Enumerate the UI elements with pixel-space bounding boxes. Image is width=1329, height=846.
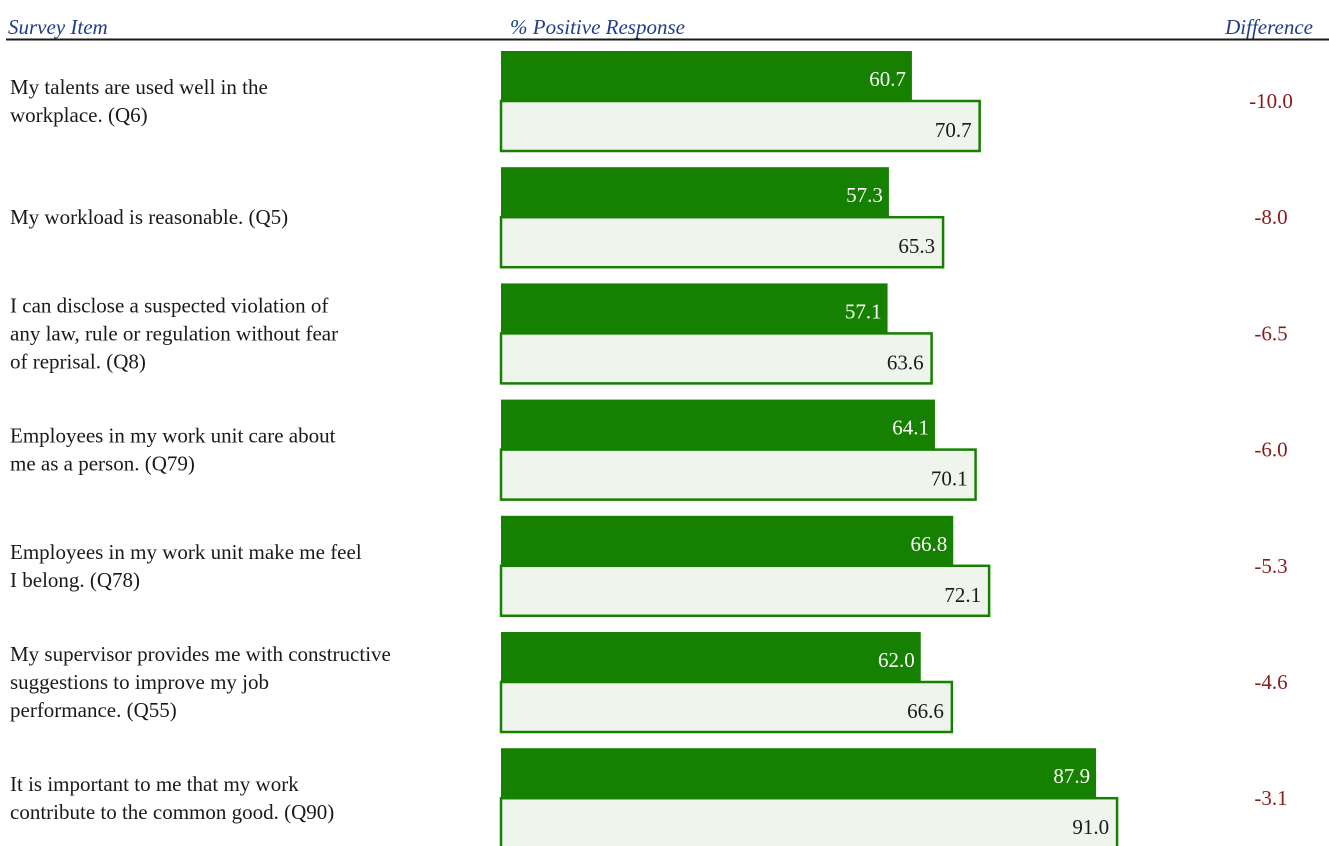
survey-item-label-line: contribute to the common good. (Q90) [10,800,334,824]
bar-comparison [499,796,1119,846]
bar-comparison-value-label: 72.1 [944,583,981,607]
survey-item-label: My supervisor provides me with construct… [10,642,391,722]
bar-comparison-value-label: 63.6 [887,350,924,374]
survey-item-label-line: My workload is reasonable. (Q5) [10,205,288,229]
survey-item-label-line: I belong. (Q78) [10,568,140,592]
bar-primary-value-label: 62.0 [878,648,915,672]
survey-item-label-line: me as a person. (Q79) [10,452,195,476]
bar-primary-value-label: 57.3 [846,183,883,207]
bar-comparison [499,215,945,269]
bar-primary-value-label: 66.8 [910,532,947,556]
survey-item-label-line: I can disclose a suspected violation of [10,293,328,317]
bar-comparison [499,99,981,153]
bar-comparison [499,448,977,501]
survey-item-label: My talents are used well in the workplace… [10,75,268,127]
survey-item-label: It is important to me that my work contri… [10,772,334,824]
survey-item-label-line: workplace. (Q6) [10,103,148,127]
survey-item-label-line: It is important to me that my work [10,772,299,796]
difference-value: -6.0 [1254,438,1287,462]
bar-primary [501,283,888,334]
bar-primary [501,399,935,450]
bar-comparison-value-label: 70.1 [931,467,968,491]
survey-item-label-line: Employees in my work unit care about [10,424,336,448]
difference-value: -8.0 [1254,205,1287,229]
bar-comparison [499,332,933,385]
survey-item-label-line: My talents are used well in the [10,75,268,99]
bar-primary-value-label: 57.1 [845,299,882,323]
bar-primary [501,167,889,218]
survey-item-label: My workload is reasonable. (Q5) [10,205,288,229]
bar-comparison [499,680,954,734]
header-survey-item: Survey Item [8,15,108,39]
bar-comparison-value-label: 65.3 [898,234,935,258]
survey-item-label-line: any law, rule or regulation without fear [10,321,338,345]
survey-item-label-line: performance. (Q55) [10,698,177,722]
bar-comparison-value-label: 66.6 [907,699,944,723]
survey-item-label-line: of reprisal. (Q8) [10,349,146,373]
chart-rows: 60.7 70.7 My talents are used well in the w… [10,51,1293,846]
survey-item-label: Employees in my work unit care about me a… [10,424,336,476]
difference-value: -4.6 [1254,670,1287,694]
survey-item-label: I can disclose a suspected violation of a… [10,293,338,373]
difference-value: -3.1 [1254,786,1287,810]
bar-primary [501,632,921,682]
survey-item-label: Employees in my work unit make me feel I … [10,540,362,592]
bar-comparison-value-label: 70.7 [935,118,972,142]
header-positive-response: % Positive Response [510,15,685,39]
bar-primary [501,748,1097,799]
bar-primary-value-label: 60.7 [869,67,906,91]
difference-value: -6.5 [1254,321,1287,345]
bar-primary-value-label: 87.9 [1053,764,1090,788]
difference-value: -5.3 [1254,554,1287,578]
difference-value: -10.0 [1249,89,1293,113]
survey-item-label-line: My supervisor provides me with construct… [10,642,391,666]
survey-item-label-line: suggestions to improve my job [10,670,269,694]
bar-primary-value-label: 64.1 [892,416,929,440]
header-difference: Difference [1224,15,1313,39]
bar-comparison [499,564,991,618]
bar-comparison-value-label: 91.0 [1072,815,1109,839]
bar-primary [501,515,954,566]
bar-primary [501,51,912,101]
survey-item-label-line: Employees in my work unit make me feel [10,540,362,564]
